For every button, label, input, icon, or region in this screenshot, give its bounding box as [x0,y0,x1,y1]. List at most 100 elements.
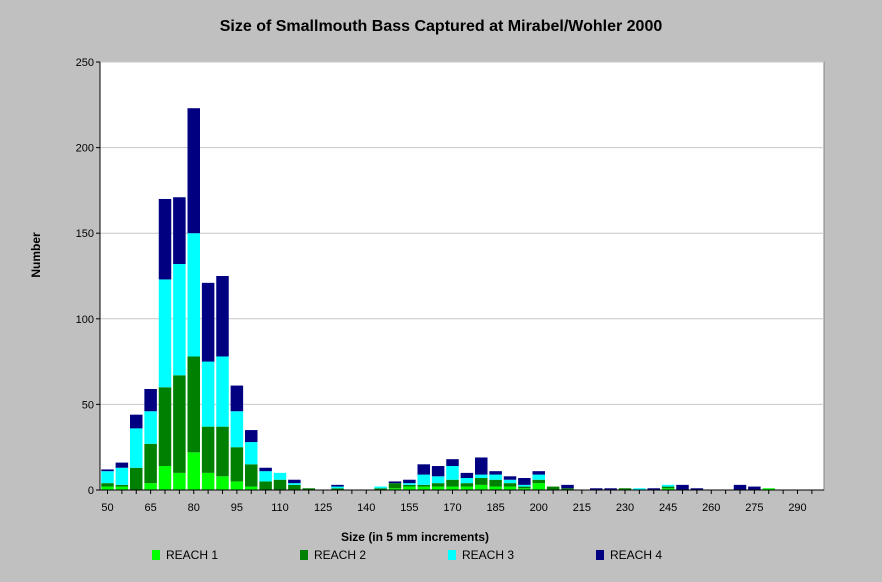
bar-reach-4-90 [216,276,229,357]
bar-reach-4-210 [561,484,574,489]
bar-reach-2-155 [403,484,416,487]
x-tick-label: 230 [616,502,634,514]
bar-reach-4-250 [676,484,689,490]
bar-reach-2-95 [230,447,244,482]
bar-reach-2-200 [532,479,545,484]
bar-reach-3-80 [187,233,200,357]
bar-reach-1-90 [216,476,229,490]
bar-reach-1-65 [144,483,157,490]
bar-reach-4-85 [201,282,215,362]
bar-reach-1-50 [101,486,114,490]
legend-label: REACH 2 [314,548,367,562]
x-tick-label: 200 [530,502,548,514]
bar-reach-4-70 [158,198,172,280]
bar-reach-2-175 [460,483,474,487]
bar-reach-3-75 [173,264,186,376]
bar-reach-2-55 [115,484,129,487]
bar-reach-2-80 [187,356,200,453]
bar-reach-4-155 [403,479,416,484]
x-tick-label: 50 [101,502,113,514]
bar-reach-2-75 [173,375,186,473]
legend-item-reach-1: REACH 1 [152,548,218,562]
bar-reach-3-170 [446,466,459,480]
bar-reach-3-130 [331,486,344,489]
bar-reach-3-235 [633,488,646,490]
bar-reach-1-200 [532,483,545,490]
legend-item-reach-2: REACH 2 [300,548,366,562]
x-tick-label: 140 [357,502,375,514]
bar-reach-4-270 [733,484,747,490]
bar-reach-1-80 [187,452,200,490]
bar-reach-3-55 [115,467,129,485]
x-tick-label: 260 [702,502,720,514]
bar-reach-4-275 [748,486,761,490]
x-tick-label: 155 [400,502,418,514]
bar-reach-4-225 [604,488,617,490]
bar-reach-1-95 [230,481,244,490]
legend-label: REACH 4 [610,548,663,562]
bar-reach-1-55 [115,486,129,490]
bar-reach-2-145 [374,488,387,490]
bar-reach-2-160 [417,484,430,487]
bar-reach-4-60 [130,414,143,429]
x-tick-label: 95 [231,502,243,514]
bar-reach-2-180 [475,478,488,485]
y-tick-label: 250 [76,57,94,69]
legend-swatch [448,550,456,560]
x-tick-label: 275 [745,502,763,514]
bar-reach-3-175 [460,478,474,484]
bar-reach-3-165 [431,476,445,484]
bar-reach-2-210 [561,488,574,490]
bar-reach-4-55 [115,462,129,468]
x-tick-label: 110 [271,502,289,514]
bar-reach-1-100 [245,486,258,490]
x-axis-label: Size (in 5 mm increments) [340,530,490,544]
x-tick-label: 65 [145,502,157,514]
axes: 0 50 100 150 200 250 50 65 80 95 110 125 140 155 170 18… [76,57,824,514]
bar-reach-2-130 [331,488,344,490]
bar-reach-1-245 [661,488,675,490]
x-tick-label: 80 [188,502,200,514]
bar-reach-3-245 [661,484,675,487]
bar-reach-2-205 [546,486,560,490]
bar-reach-4-240 [647,488,660,490]
bar-reach-3-110 [273,472,287,480]
bar-reach-1-175 [460,486,474,490]
legend-item-reach-4: REACH 4 [596,548,662,562]
bar-reach-2-100 [245,464,258,487]
bar-reach-4-115 [288,479,301,484]
bar-reach-3-200 [532,474,545,480]
bar-reach-4-170 [446,459,459,467]
bar-reach-2-245 [661,486,675,489]
bar-reach-2-105 [259,481,272,490]
x-tick-label: 185 [486,502,504,514]
bar-reach-3-160 [417,474,430,485]
bar-reach-1-180 [475,484,488,490]
legend-swatch [152,550,160,560]
bar-reach-2-185 [489,479,502,487]
bar-reach-2-195 [518,486,531,489]
bar-reach-2-70 [158,387,172,467]
bar-reach-1-75 [173,472,186,490]
bar-reach-4-160 [417,464,430,475]
x-tick-label: 170 [443,502,461,514]
bar-reach-4-190 [503,476,517,480]
bar-reach-2-170 [446,479,459,487]
x-tick-label: 215 [573,502,591,514]
bar-reach-1-150 [388,488,402,490]
bar-reach-3-195 [518,484,531,487]
bar-reach-3-85 [201,361,215,427]
bar-reach-4-105 [259,467,272,472]
bar-reach-4-100 [245,430,258,443]
bar-reach-3-50 [101,471,114,484]
x-tick-label: 125 [314,502,332,514]
bar-reach-3-105 [259,471,272,482]
bar-reach-3-90 [216,356,229,427]
bar-reach-2-110 [273,479,287,490]
bar-reach-4-175 [460,472,474,479]
legend-swatch [300,550,308,560]
bar-reach-4-195 [518,478,531,485]
y-tick-label: 0 [88,485,94,497]
bar-reach-3-190 [503,479,517,484]
